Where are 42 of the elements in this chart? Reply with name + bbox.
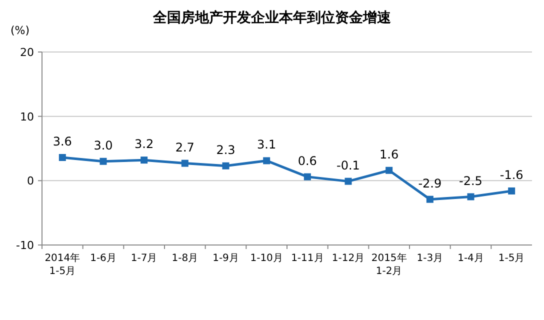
data-label: 3.2: [134, 137, 154, 152]
point: [58, 154, 66, 162]
data-label: 0.6: [298, 154, 317, 168]
x-tick-label: 1-3月: [416, 253, 444, 264]
x-tick-label: 1-10月: [250, 253, 283, 264]
x-tick-label: 1-7月: [130, 253, 158, 264]
y-tick-label: -10: [16, 239, 34, 252]
point: [222, 162, 230, 170]
point: [386, 166, 393, 174]
x-tick-label: 1-11月: [291, 253, 324, 264]
point: [467, 193, 474, 200]
point: [181, 160, 188, 167]
x-tick-label: 2014年 1-5月: [44, 252, 80, 277]
point: [304, 173, 311, 180]
point: [508, 187, 516, 194]
point: [426, 196, 434, 203]
data-label: 2.7: [175, 140, 194, 154]
data-label: 1.6: [380, 147, 399, 162]
data-label: -2.5: [459, 174, 482, 188]
point: [100, 158, 107, 165]
x-tick-label: 2015年 1-2月: [371, 252, 407, 277]
x-tick-label: 1-12月: [332, 253, 365, 264]
x-tick-label: 1-5月: [498, 253, 525, 264]
data-label: 3.1: [257, 138, 276, 152]
data-label: 3.0: [94, 138, 113, 152]
data-label: -2.9: [418, 176, 442, 190]
point: [140, 156, 148, 164]
x-tick-label: 1-4月: [458, 253, 484, 264]
x-tick-label: 1-9月: [212, 253, 239, 264]
data-label: 2.3: [216, 142, 236, 157]
y-tick-label: 0: [27, 174, 34, 188]
x-tick-label: 1-8月: [172, 253, 198, 264]
data-label: 3.6: [52, 134, 72, 149]
y-axis-title: (%): [10, 24, 30, 37]
point: [263, 157, 270, 164]
y-tick-label: 10: [20, 110, 34, 124]
point: [344, 178, 352, 185]
data-label: -1.6: [500, 168, 524, 182]
data-label: -0.1: [336, 158, 360, 172]
y-tick-label: 20: [20, 46, 34, 59]
x-tick-label: 1-6月: [90, 253, 116, 264]
chart-title: 全国房地产开发企业本年到位资金增速: [152, 9, 392, 26]
